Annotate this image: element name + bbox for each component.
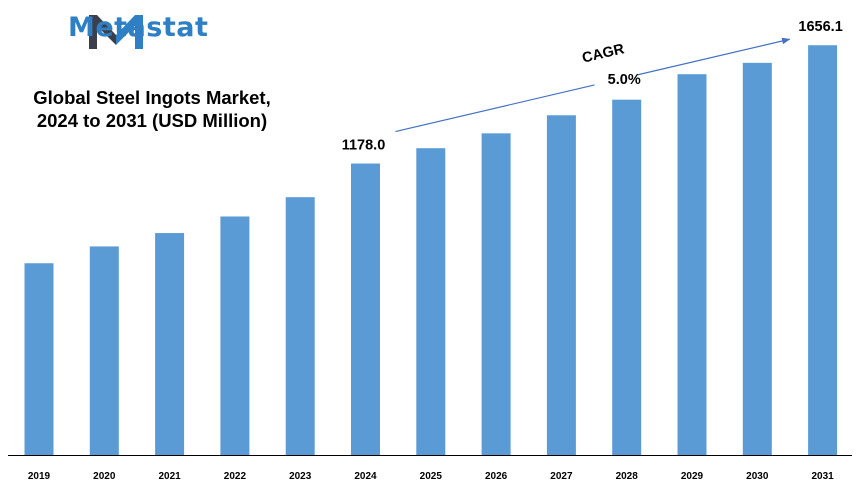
bar-2025: [416, 148, 446, 455]
brand-name: Metastat: [68, 12, 209, 43]
chart-title-line-1: Global Steel Ingots Market,: [33, 87, 271, 108]
x-tick-label-2019: 2019: [28, 471, 51, 482]
bar-2027: [546, 115, 576, 455]
x-tick-label-2029: 2029: [681, 471, 704, 482]
cagr-value: 5.0%: [608, 72, 641, 88]
x-tick-label-2024: 2024: [354, 471, 377, 482]
bar-2030: [742, 62, 772, 455]
data-label-2031: 1656.1: [798, 19, 842, 35]
x-tick-label-2023: 2023: [289, 471, 312, 482]
x-tick-label-2026: 2026: [485, 471, 508, 482]
x-tick-label-2028: 2028: [616, 471, 639, 482]
cagr-label: CAGR: [581, 41, 627, 66]
bar-2023: [285, 197, 315, 455]
bar-2028: [612, 99, 642, 456]
x-tick-label-2021: 2021: [158, 471, 181, 482]
x-tick-label-2027: 2027: [550, 471, 573, 482]
cagr-arrow-head: [637, 37, 791, 76]
bar-2021: [155, 233, 185, 455]
x-tick-label-2022: 2022: [224, 471, 247, 482]
bar-2020: [89, 246, 119, 455]
bar-2019: [24, 263, 54, 455]
data-label-2024: 1178.0: [342, 138, 386, 154]
bar-2024: [351, 163, 380, 455]
chart-title-line-2: 2024 to 2031 (USD Million): [36, 110, 268, 131]
cagr-arrow-line: [395, 84, 595, 133]
x-tick-label-2025: 2025: [420, 471, 443, 482]
x-tick-label-2031: 2031: [811, 471, 834, 482]
x-tick-label-2020: 2020: [93, 471, 116, 482]
metastat-m-logo-icon: [89, 15, 143, 49]
chart-title: Global Steel Ingots Market, 2024 to 2031…: [22, 86, 282, 132]
bar-2026: [481, 133, 511, 456]
bar-2022: [220, 216, 250, 455]
bar-2031: [808, 45, 838, 455]
bar-2029: [677, 74, 707, 455]
x-tick-label-2030: 2030: [746, 471, 769, 482]
